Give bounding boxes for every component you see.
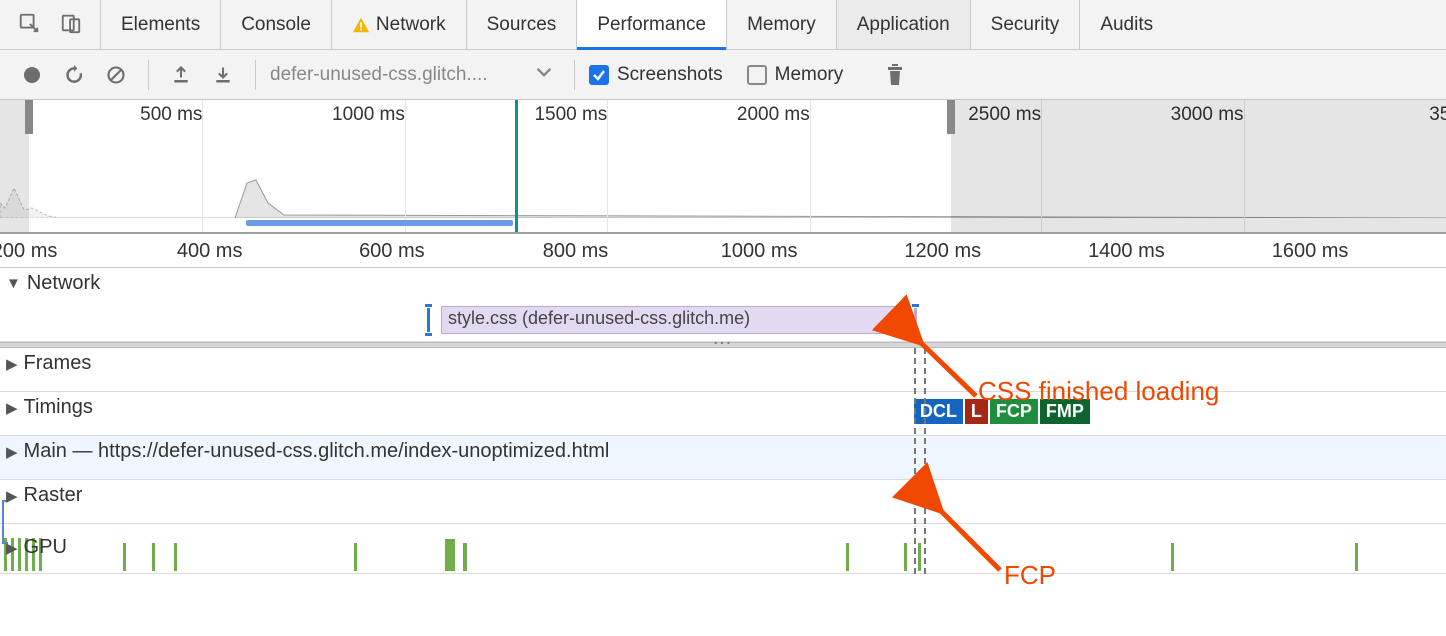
track-label-timings: ▶ Timings: [6, 396, 93, 419]
more-icon[interactable]: …: [712, 327, 734, 350]
network-request-bar[interactable]: style.css (defer-unused-css.glitch.me): [441, 306, 911, 334]
detail-tick: 600 ms: [359, 240, 425, 263]
annotation-label-css: CSS finished loading: [978, 376, 1219, 407]
track-frames[interactable]: ▶ Frames: [0, 348, 1446, 392]
tab-memory[interactable]: Memory: [727, 0, 837, 49]
disclose-right-icon[interactable]: ▶: [6, 443, 18, 461]
marker-line: [924, 348, 926, 574]
checkbox-on-icon: [589, 65, 609, 85]
track-label-raster: ▶ Raster: [6, 484, 82, 507]
overview-tick: 2000 ms: [737, 104, 810, 126]
track-main[interactable]: ▶ Main — https://defer-unused-css.glitch…: [0, 436, 1446, 480]
track-label-main: ▶ Main — https://defer-unused-css.glitch…: [6, 440, 609, 463]
disclose-right-icon[interactable]: ▶: [6, 355, 18, 373]
detail-tick: 400 ms: [177, 240, 243, 263]
checkbox-off-icon: [747, 65, 767, 85]
tab-sources[interactable]: Sources: [467, 0, 578, 49]
tab-application[interactable]: Application: [837, 0, 971, 49]
tab-security[interactable]: Security: [971, 0, 1081, 49]
network-request-label: style.css (defer-unused-css.glitch.me): [448, 308, 750, 328]
devtools-tabbar: ElementsConsoleNetworkSourcesPerformance…: [0, 0, 1446, 50]
detail-tick: 1600 ms: [1272, 240, 1349, 263]
detail-tick: 1400 ms: [1088, 240, 1165, 263]
panel-tabs: ElementsConsoleNetworkSourcesPerformance…: [101, 0, 1173, 49]
device-toggle-icon[interactable]: [60, 12, 82, 37]
disclose-right-icon[interactable]: ▶: [6, 487, 18, 505]
detail-tick: 800 ms: [543, 240, 609, 263]
chevron-down-icon: [536, 64, 560, 86]
annotation-label-fcp: FCP: [1004, 560, 1056, 591]
flame-chart: 200 ms 400 ms 600 ms 800 ms 1000 ms 1200 ms 14…: [0, 234, 1446, 574]
detail-tick: 200 ms: [0, 240, 57, 263]
overview-tick: 1000 ms: [332, 104, 405, 126]
track-label-network: ▼ Network: [6, 272, 100, 295]
request-start-whisker: [427, 304, 433, 336]
load-profile-button[interactable]: [163, 57, 199, 93]
timing-badge-dcl[interactable]: DCL: [914, 399, 963, 424]
disclose-down-icon[interactable]: ▼: [6, 275, 21, 292]
track-timings[interactable]: ▶ Timings DCLLFCPFMP: [0, 392, 1446, 436]
tab-console[interactable]: Console: [221, 0, 332, 49]
garbage-collect-button[interactable]: [877, 57, 913, 93]
inspect-tools: [0, 0, 101, 49]
track-raster[interactable]: ▶ Raster: [0, 480, 1446, 524]
tab-audits[interactable]: Audits: [1080, 0, 1173, 49]
tab-performance[interactable]: Performance: [577, 0, 727, 49]
track-label-gpu: ▶ GPU: [6, 536, 67, 559]
track-label-frames: ▶ Frames: [6, 352, 91, 375]
reload-record-button[interactable]: [56, 57, 92, 93]
tab-network[interactable]: Network: [332, 0, 467, 49]
clear-button[interactable]: [98, 57, 134, 93]
track-gpu[interactable]: ▶ GPU: [0, 524, 1446, 574]
marker-line: [914, 348, 916, 574]
recording-dropdown-label: defer-unused-css.glitch....: [270, 64, 488, 86]
detail-tick: 1200 ms: [904, 240, 981, 263]
disclose-right-icon[interactable]: ▶: [6, 399, 18, 417]
perf-toolbar: defer-unused-css.glitch.... Screenshots …: [0, 50, 1446, 100]
detail-tick: 1000 ms: [721, 240, 798, 263]
timeline-overview[interactable]: 500 ms1000 ms1500 ms2000 ms2500 ms3000 m…: [0, 100, 1446, 234]
screenshots-checkbox[interactable]: Screenshots: [589, 64, 723, 86]
record-button[interactable]: [14, 57, 50, 93]
request-end-whisker: [914, 304, 920, 336]
inspect-icon[interactable]: [18, 12, 40, 37]
memory-label: Memory: [775, 64, 844, 86]
detail-ruler[interactable]: 200 ms 400 ms 600 ms 800 ms 1000 ms 1200 ms 14…: [0, 234, 1446, 268]
overview-tick: 1500 ms: [534, 104, 607, 126]
memory-checkbox[interactable]: Memory: [747, 64, 844, 86]
gpu-bars: [0, 538, 1446, 571]
disclose-right-icon[interactable]: ▶: [6, 539, 18, 557]
tab-elements[interactable]: Elements: [101, 0, 221, 49]
overview-tick: 500 ms: [140, 104, 202, 126]
recording-dropdown[interactable]: defer-unused-css.glitch....: [270, 64, 560, 86]
save-profile-button[interactable]: [205, 57, 241, 93]
screenshots-label: Screenshots: [617, 64, 723, 86]
